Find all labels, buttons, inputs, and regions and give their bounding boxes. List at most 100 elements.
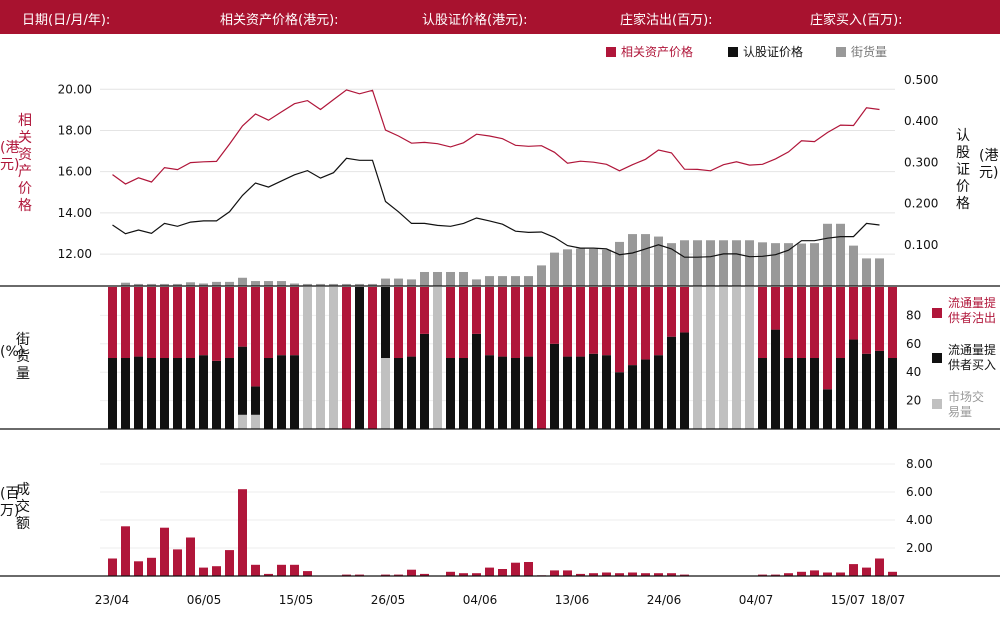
left-tick-label: 16.00: [58, 165, 92, 179]
issuer-sell-bar: [797, 287, 806, 358]
street-volume-bar: [823, 223, 832, 286]
turnover-bar: [849, 564, 858, 576]
issuer-buy-bar: [485, 355, 494, 429]
issuer-sell-bar: [277, 287, 286, 356]
street-volume-bar: [667, 243, 676, 286]
mid-axis-title-text: 街货量: [16, 332, 30, 382]
turnover-bar: [342, 574, 351, 576]
legend-warrant-label: 认股证价格: [743, 45, 804, 59]
legend-swatch: [932, 353, 942, 363]
issuer-buy-bar: [758, 358, 767, 429]
issuer-sell-bar: [446, 287, 455, 358]
x-tick-label: 24/06: [647, 593, 682, 607]
issuer-buy-bar: [264, 358, 273, 429]
street-volume-bar: [784, 243, 793, 286]
issuer-sell-bar: [212, 287, 221, 361]
turnover-bar: [160, 527, 169, 576]
street-volume-bar: [459, 271, 468, 286]
right-tick-label: 0.100: [904, 238, 938, 252]
legend-warrant: 认股证价格: [728, 43, 803, 60]
street-volume-bar: [524, 276, 533, 286]
street-volume-bar: [576, 248, 585, 286]
legend-issuer-buy: 流通量提供者买入: [932, 343, 1000, 373]
issuer-sell-bar: [758, 287, 767, 358]
street-volume-bar: [290, 283, 299, 286]
issuer-buy-bar: [134, 356, 143, 429]
issuer-sell-bar: [264, 287, 273, 358]
issuer-sell-bar: [108, 287, 117, 358]
turnover-bar: [134, 561, 143, 576]
date-label: 日期(日/月/年):: [22, 13, 111, 28]
market-volume-bar: [732, 287, 741, 429]
legend-swatch: [728, 47, 738, 57]
issuer-sell-bar: [641, 287, 650, 360]
turnover-bar: [290, 564, 299, 576]
issuer-buy-bar: [407, 356, 416, 429]
x-tick-label: 04/07: [739, 593, 774, 607]
street-volume-bar: [485, 276, 494, 286]
street-volume-bar: [745, 240, 754, 286]
legend-issuer-buy-label: 流通量提供者买入: [948, 343, 997, 372]
street-volume-bar: [511, 276, 520, 286]
legend-underlying: 相关资产价格: [606, 43, 693, 60]
issuer-buy-bar: [498, 356, 507, 429]
issuer-sell-bar: [680, 287, 689, 333]
legend-street: 街货量: [836, 43, 887, 60]
turnover-bar: [173, 549, 182, 576]
right-price-axis-unit-text: (港元): [979, 148, 999, 181]
street-volume-bar: [420, 271, 429, 286]
issuer-buy-bar: [875, 350, 884, 429]
issuer-sell-bar: [823, 287, 832, 390]
turnover-bar: [628, 572, 637, 576]
turnover-bar: [524, 562, 533, 576]
legend-swatch: [606, 47, 616, 57]
underlying-price-label: 相关资产价格(港元):: [220, 13, 339, 28]
street-volume-bar: [719, 240, 728, 286]
mid-tick-label: 20: [906, 394, 921, 408]
issuer-buy-bar: [212, 360, 221, 429]
issuer-sell-bar: [173, 287, 182, 358]
legend-market: 市场交易量: [932, 390, 992, 420]
street-volume-bar: [186, 282, 195, 286]
left-tick-label: 14.00: [58, 206, 92, 220]
turnover-bar: [251, 564, 260, 576]
turnover-bar: [121, 526, 130, 576]
left-price-axis-unit: (港元): [0, 140, 19, 174]
issuer-sell-bar: [238, 287, 247, 347]
legend-issuer-sell-label: 流通量提供者沽出: [948, 296, 997, 325]
issuer-buy-bar: [849, 339, 858, 429]
issuer-buy-bar: [381, 287, 390, 358]
issuer-buy-bar: [823, 389, 832, 429]
issuer-buy-bar: [797, 358, 806, 429]
turnover-bar: [862, 567, 871, 576]
street-volume-bar: [472, 279, 481, 286]
street-volume-bar: [381, 278, 390, 286]
issuer-buy-bar: [888, 358, 897, 429]
market-volume-bar: [329, 287, 338, 429]
street-volume-bar: [862, 258, 871, 286]
turnover-bar: [615, 573, 624, 576]
left-tick-label: 12.00: [58, 247, 92, 261]
bottom-tick-label: 6.00: [906, 485, 933, 499]
mid-axis-unit-text: (%): [0, 344, 25, 360]
turnover-bar: [446, 571, 455, 576]
turnover-bar: [550, 570, 559, 576]
left-tick-label: 20.00: [58, 82, 92, 96]
bottom-tick-label: 8.00: [906, 457, 933, 471]
issuer-sell-bar: [615, 287, 624, 373]
market-volume-bar: [706, 287, 715, 429]
street-volume-bar: [212, 281, 221, 286]
issuer-sell-label: 庄家沽出(百万):: [620, 13, 713, 28]
turnover-bar: [355, 574, 364, 576]
issuer-sell-bar: [485, 287, 494, 356]
warrant-price-label: 认股证价格(港元):: [422, 13, 528, 28]
issuer-sell-bar: [160, 287, 169, 358]
bottom-tick-label: 2.00: [906, 541, 933, 555]
market-volume-bar: [381, 358, 390, 429]
street-volume-bar: [797, 243, 806, 286]
street-volume-bar: [160, 283, 169, 286]
turnover-bar: [472, 573, 481, 576]
turnover-bar: [485, 567, 494, 576]
issuer-sell-bar: [862, 287, 871, 354]
street-volume-bar: [654, 236, 663, 286]
